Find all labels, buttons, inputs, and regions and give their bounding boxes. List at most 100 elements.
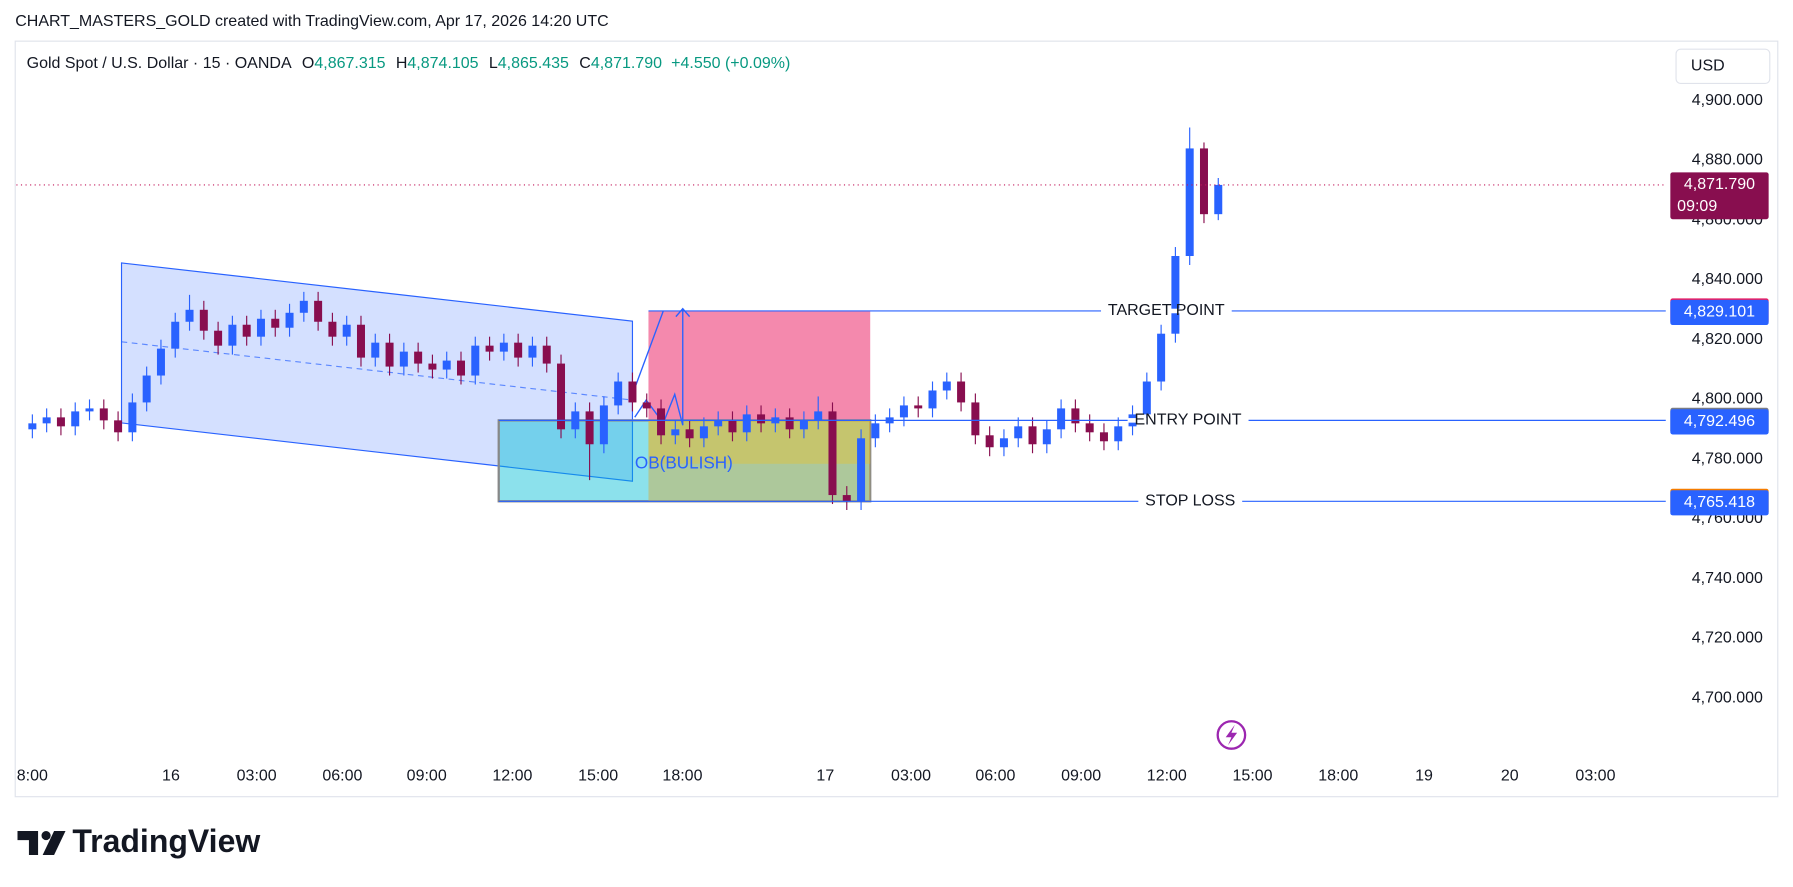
candle-body <box>1028 426 1037 445</box>
candle-body <box>85 408 94 412</box>
x-tick-label: 18:00 <box>662 767 702 784</box>
countdown: 09:09 <box>1677 198 1717 215</box>
x-tick-label: 18:00 <box>1318 767 1358 784</box>
candle-body <box>871 423 880 439</box>
candle-body <box>328 321 337 337</box>
candle-body <box>199 309 208 331</box>
candle-body <box>899 405 908 418</box>
candle-body <box>785 417 794 430</box>
candle-body <box>642 402 651 409</box>
candle-body <box>399 351 408 367</box>
candle-body <box>414 351 423 364</box>
candle-body <box>799 420 808 430</box>
legend-value: 4,874.105 <box>407 55 478 72</box>
candle-body <box>1071 408 1080 424</box>
candle-body <box>1185 148 1194 257</box>
candle-body <box>371 342 380 358</box>
logo <box>17 830 66 855</box>
candle-body <box>142 375 151 403</box>
arrow-head <box>675 307 691 318</box>
candle-body <box>285 312 294 328</box>
x-tick-label: 06:00 <box>322 767 362 784</box>
candle-body <box>71 411 80 427</box>
label-bg <box>1127 418 1249 423</box>
candle-body <box>614 381 623 406</box>
legend-value: 4,871.790 <box>591 55 662 72</box>
y-tick-label: 4,800.000 <box>1692 391 1763 408</box>
candle-body <box>514 342 523 358</box>
x-tick-label: 03:00 <box>1575 767 1615 784</box>
candle-body <box>42 417 51 424</box>
chart-frame <box>14 40 1779 798</box>
candle-body <box>1057 408 1066 430</box>
legend-key: C <box>579 55 591 72</box>
candle-body <box>1042 429 1051 445</box>
candle-body <box>585 411 594 445</box>
candle-body <box>971 402 980 436</box>
candle-body <box>699 426 708 439</box>
candle-body <box>342 324 351 337</box>
candle-body <box>228 324 237 346</box>
y-tick-label: 4,740.000 <box>1692 570 1763 587</box>
candle-body <box>657 408 666 436</box>
overlays: TARGET POINT ENTRY POINT STOP LOSS OB(BULIS… <box>16 172 1769 516</box>
candle-body <box>914 405 923 409</box>
candle-body <box>757 414 766 424</box>
candle-body <box>599 405 608 445</box>
label-bg <box>1138 498 1243 504</box>
candle-body <box>828 411 837 496</box>
candle-body <box>742 414 751 433</box>
alert-icon[interactable] <box>1216 720 1247 750</box>
currency[interactable]: USD <box>1691 58 1725 75</box>
candle-body <box>728 420 737 433</box>
price-label: 4,765.418 <box>1684 494 1755 511</box>
ob-label: OB(BULISH) <box>635 453 733 473</box>
x-tick-label: 12:00 <box>492 767 532 784</box>
candle-body <box>557 363 566 430</box>
candle-body <box>485 345 494 352</box>
candle-body <box>1014 426 1023 439</box>
candle-body <box>256 318 265 337</box>
candle-body <box>842 495 851 502</box>
legend-value: 4,867.315 <box>314 55 385 72</box>
y-tick-label: 4,880.000 <box>1692 152 1763 169</box>
logo-text: TradingView <box>72 823 260 859</box>
legend-key: H <box>396 55 408 72</box>
level-label: TARGET POINT <box>1108 302 1225 319</box>
candle-body <box>528 345 537 358</box>
price-label-box <box>1670 299 1769 326</box>
candle-body <box>385 342 394 367</box>
candle-body <box>271 318 280 328</box>
candle-body <box>542 345 551 364</box>
channel-mid <box>121 341 633 401</box>
candle-body <box>114 420 123 433</box>
candle-body <box>185 309 194 322</box>
currency-box[interactable] <box>1675 48 1771 85</box>
candle-body <box>1199 148 1208 215</box>
ohlc-legend: Gold Spot / U.S. Dollar · 15 · OANDA O4,8… <box>27 55 791 72</box>
candle-body <box>957 381 966 403</box>
price-label-box <box>1670 172 1769 220</box>
x-tick-label: 03:00 <box>237 767 277 784</box>
level-label: ENTRY POINT <box>1134 412 1241 429</box>
x-tick-label: 09:00 <box>407 767 447 784</box>
attribution: CHART_MASTERS_GOLD created with TradingV… <box>15 13 608 30</box>
candle-body <box>714 420 723 427</box>
y-tick-label: 4,700.000 <box>1692 689 1763 706</box>
candle-body <box>685 429 694 439</box>
x-tick-label: 20 <box>1501 767 1519 784</box>
level-label: STOP LOSS <box>1145 492 1235 509</box>
candle-body <box>28 423 37 430</box>
zigzag <box>631 310 664 395</box>
candle-body <box>1085 423 1094 433</box>
candle-body <box>1214 184 1223 215</box>
candle-body <box>985 435 994 448</box>
candle-body <box>56 417 65 427</box>
y-tick-label: 4,900.000 <box>1692 92 1763 109</box>
price-label: 4,829.101 <box>1684 304 1755 321</box>
candle-body <box>99 408 108 421</box>
candle-body <box>628 381 637 403</box>
candle-body <box>314 300 323 322</box>
x-tick-label: 17 <box>816 767 834 784</box>
target-zone <box>648 310 871 421</box>
